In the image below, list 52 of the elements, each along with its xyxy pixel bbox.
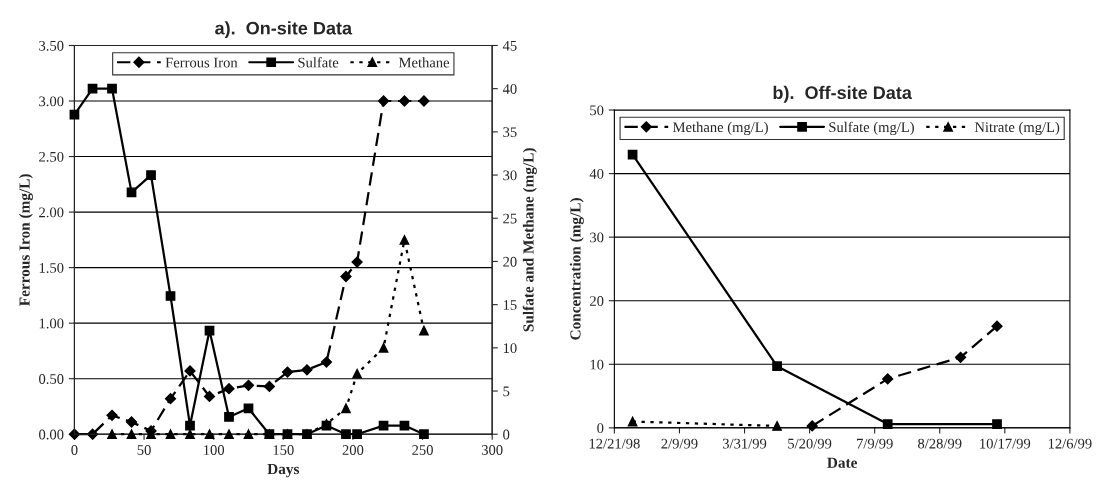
x-tick-label: 50 [137,445,151,455]
x-tick-label: 200 [342,445,364,455]
y-tick-label: 40 [589,168,604,179]
y-tick-label: 20 [590,296,604,306]
x-axis-title: Date [827,457,858,468]
x-tick-label: 2/9/99 [661,438,698,449]
y2-tick-label: 30 [503,170,517,181]
y2-tick-label: 20 [503,256,517,267]
legend-label: Sulfate [298,57,339,68]
y-axis-title: Concentration (mg/L) [569,198,584,340]
y-tick-label: 2.00 [39,207,64,218]
x-tick-label: 150 [273,445,294,455]
y2-tick-label: 25 [503,213,517,224]
legend-label: Nitrate (mg/L) [974,121,1060,136]
y2-axis-title: Sulfate and Methane (mg/L) [522,148,537,332]
y2-tick-label: 35 [503,127,517,138]
x-tick-label: 8/28/99 [918,438,962,449]
legend-label: Sulfate (mg/L) [829,121,914,136]
y-tick-label: 2.50 [39,151,64,162]
y-tick-label: 10 [590,359,604,370]
legend-label: Ferrous Iron [165,57,238,68]
x-tick-label: 7/9/99 [857,438,893,449]
y-tick-label: 50 [590,105,604,116]
x-tick-label: 10/17/99 [980,438,1031,449]
x-tick-label: 5/20/99 [788,438,832,449]
legend-label: Methane [398,57,450,68]
chart-title: a). On-site Data [215,21,353,39]
chart-title: b). Off-site Data [773,85,912,103]
x-axis-title: Days [267,463,300,478]
y2-tick-label: 15 [503,300,517,310]
y-tick-label: 3.50 [39,40,64,51]
y2-tick-label: 5 [503,386,510,397]
y-axis-title: Ferrous Iron (mg/L) [18,174,33,306]
x-tick-label: 0 [71,445,78,455]
x-tick-label: 12/21/98 [589,438,640,449]
y-tick-label: 3.00 [39,96,64,107]
y-tick-label: 0 [597,423,604,434]
y2-tick-label: 10 [503,343,517,354]
y-tick-label: 1.50 [39,262,64,273]
legend-label: Methane (mg/L) [672,121,768,136]
x-tick-label: 100 [204,445,225,455]
y-tick-label: 0.50 [39,374,64,384]
y2-tick-label: 45 [502,40,517,51]
y-tick-label: 30 [590,232,604,243]
x-tick-label: 12/6/99 [1048,438,1092,449]
y-tick-label: 0.00 [39,429,64,440]
x-tick-label: 3/31/99 [722,438,767,449]
x-tick-label: 300 [481,445,503,455]
x-tick-label: 250 [412,445,433,455]
y2-tick-label: 0 [503,429,510,440]
y-tick-label: 1.00 [39,318,64,329]
y2-tick-label: 40 [502,84,517,94]
